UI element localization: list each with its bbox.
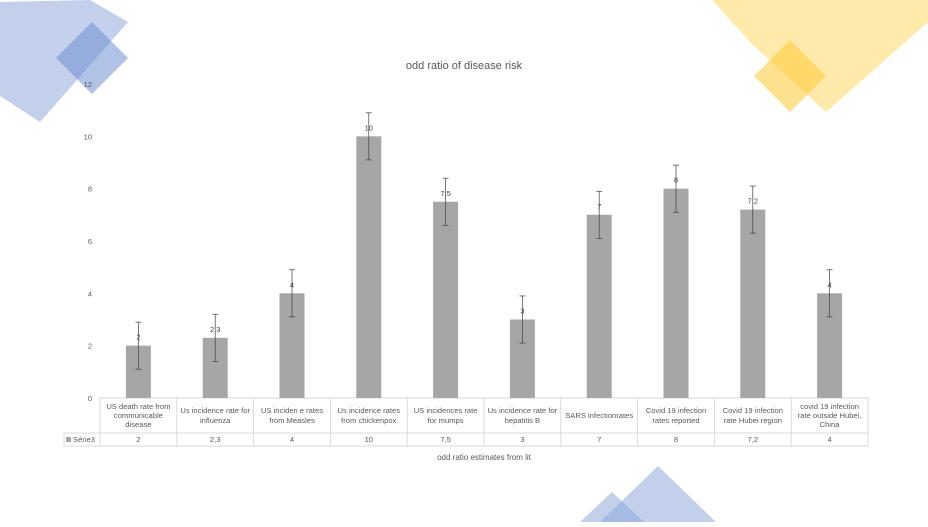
series-name: Série3 — [73, 435, 95, 444]
deco-blue-bottom-right — [600, 466, 716, 522]
y-tick-label: 8 — [88, 185, 92, 194]
bar — [663, 188, 689, 398]
data-label: 4 — [828, 280, 832, 289]
category-label: US death rate from communicable disease — [106, 401, 171, 430]
deco-yellow-top-right — [712, 0, 928, 112]
y-tick-label: 2 — [88, 342, 92, 351]
data-table-grid — [63, 397, 869, 447]
table-value-cell: 4 — [827, 435, 832, 444]
deco-yellow-top-right-small — [754, 40, 826, 112]
table-value-cell: 3 — [520, 435, 525, 444]
category-label: covid 19 infection rate outside Hubei, C… — [797, 401, 862, 430]
table-value-cell: 2 — [136, 435, 141, 444]
bar — [433, 201, 459, 398]
data-label: 2,3 — [210, 325, 220, 334]
table-value-cell: 4 — [289, 435, 295, 444]
error-bars — [135, 112, 833, 370]
y-axis: 0 2 4 6 8 10 12 — [84, 80, 92, 403]
bar — [740, 209, 766, 398]
chart-title: odd ratio of disease risk — [406, 60, 523, 72]
category-label: US incidences rate for mumps — [413, 406, 478, 425]
category-label: Covid 19 infection rates reported — [645, 406, 707, 425]
x-axis-title: odd ratio estimates from lit — [437, 453, 532, 462]
legend-key-swatch — [66, 437, 71, 442]
table-value-cell: 7 — [597, 435, 602, 444]
data-label: 7 — [597, 202, 601, 211]
data-label: 4 — [290, 280, 294, 289]
data-label: 7,2 — [748, 197, 758, 206]
category-label: Us incidence rate for influenza — [180, 406, 251, 425]
category-label: Us incidence rates from chickenpox — [337, 406, 401, 425]
bar — [586, 214, 612, 398]
data-label: 7,5 — [440, 189, 450, 198]
data-labels: 2 2,3 4 10 7,5 3 7 8 7,2 4 — [136, 123, 831, 341]
data-label: 2 — [136, 333, 140, 342]
y-tick-label: 4 — [88, 289, 92, 298]
table-value-cell: 2,3 — [209, 435, 221, 444]
category-label: Covid 19 infection rate Hubei region — [722, 406, 783, 425]
y-tick-label: 0 — [88, 394, 92, 403]
table-value-cell: 8 — [673, 435, 679, 444]
deco-blue-top-left-small — [56, 22, 128, 94]
table-value-cell: 10 — [364, 435, 374, 444]
category-label: SARS infectionrates — [565, 410, 634, 420]
y-tick-label: 12 — [84, 80, 92, 89]
data-label: 10 — [365, 123, 373, 132]
category-label: Us incidence rate for hepatitis B — [487, 406, 558, 425]
table-value-cell: 7,5 — [440, 435, 451, 444]
data-label: 3 — [520, 307, 524, 316]
bars — [125, 136, 843, 399]
bar — [356, 136, 382, 399]
data-label: 8 — [674, 176, 678, 185]
y-tick-label: 10 — [84, 132, 92, 141]
y-tick-label: 6 — [88, 237, 92, 246]
category-label: US inciden e rates from Measles — [260, 406, 324, 425]
table-value-cell: 7,2 — [747, 435, 759, 444]
series-legend-cell: Série3 — [66, 433, 95, 446]
